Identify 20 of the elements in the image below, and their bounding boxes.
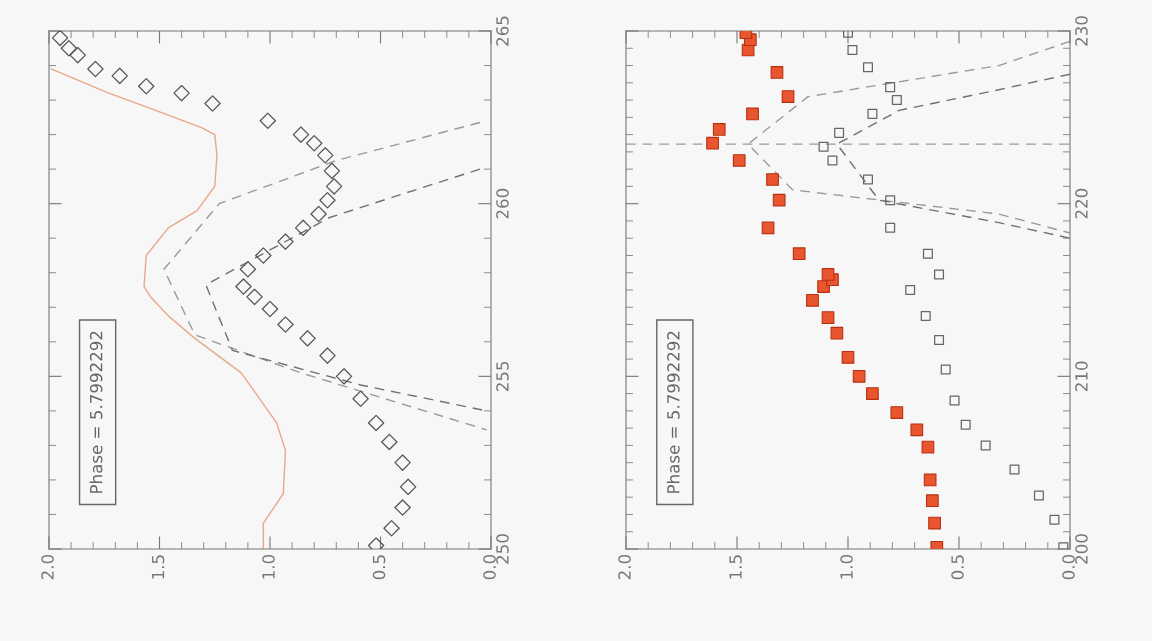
annotation: Phase = 5.7992292 — [89, 331, 103, 493]
x-tick-label: 1.5 — [729, 555, 742, 579]
x-tick-label: 1.0 — [262, 554, 275, 579]
x-tick-label: 1.0 — [840, 554, 853, 579]
y-tick-label: 210 — [1075, 361, 1088, 392]
y-tick-label: 220 — [1075, 188, 1088, 219]
y-tick-label: 255 — [496, 361, 509, 392]
y-tick-label: 200 — [1075, 534, 1088, 564]
y-tick-label: 265 — [496, 16, 509, 46]
x-tick-label: 2.0 — [618, 554, 631, 580]
y-tick-label: 230 — [1075, 16, 1088, 46]
x-tick-label: 0.0 — [1062, 554, 1075, 580]
y-tick-label: 260 — [496, 188, 509, 219]
x-tick-label: 0.5 — [951, 555, 964, 580]
x-tick-label: 1.5 — [151, 555, 165, 579]
x-tick-label: 0.0 — [483, 554, 496, 580]
x-tick-label: 2.0 — [41, 554, 54, 580]
x-tick-label: 0.5 — [372, 555, 386, 580]
y-tick-label: 250 — [496, 534, 509, 564]
annotation: Phase = 5.7992292 — [666, 331, 680, 493]
